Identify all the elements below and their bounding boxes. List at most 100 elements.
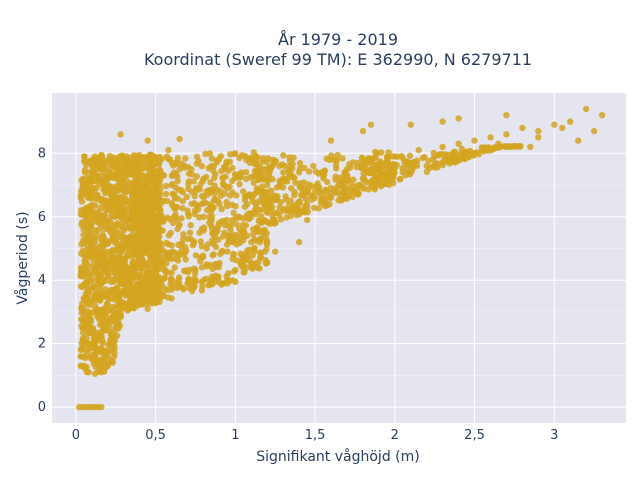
data-point xyxy=(122,287,130,294)
data-point xyxy=(276,162,283,170)
data-point xyxy=(165,146,172,154)
data-point xyxy=(77,362,84,370)
data-point xyxy=(171,264,178,271)
data-point xyxy=(439,143,446,151)
data-point xyxy=(85,204,92,211)
data-point xyxy=(79,324,86,331)
data-point xyxy=(339,155,346,162)
x-tick-label: 2 xyxy=(391,428,399,443)
data-point xyxy=(292,179,299,186)
data-point xyxy=(527,143,534,151)
data-point xyxy=(96,264,104,271)
data-point xyxy=(144,262,152,270)
data-point xyxy=(77,271,85,279)
data-point xyxy=(149,175,156,182)
data-point xyxy=(461,155,469,162)
data-point xyxy=(105,341,112,348)
data-point xyxy=(183,193,190,201)
data-point xyxy=(165,254,172,261)
data-point xyxy=(95,334,102,341)
data-point xyxy=(236,235,243,242)
data-point xyxy=(361,163,369,171)
data-point xyxy=(175,241,182,249)
data-point xyxy=(115,154,123,161)
data-point xyxy=(229,164,236,172)
data-point xyxy=(222,163,229,170)
data-point xyxy=(343,166,351,173)
data-point xyxy=(120,280,127,287)
data-point xyxy=(130,251,137,259)
data-point xyxy=(351,188,359,195)
data-point xyxy=(174,173,181,180)
data-point xyxy=(163,239,170,246)
data-point xyxy=(168,286,175,293)
y-tick-label: 8 xyxy=(38,146,46,161)
data-point xyxy=(286,154,293,161)
data-point xyxy=(248,238,255,246)
data-point xyxy=(187,235,194,243)
data-point xyxy=(263,235,270,242)
data-point xyxy=(313,183,320,190)
data-point xyxy=(99,231,107,239)
data-point xyxy=(94,163,101,170)
data-point xyxy=(248,213,255,220)
data-point xyxy=(87,275,94,282)
data-point xyxy=(139,154,147,162)
data-point xyxy=(216,200,223,208)
data-point xyxy=(241,193,249,200)
data-point xyxy=(84,269,92,277)
data-point xyxy=(92,346,100,354)
data-point xyxy=(285,168,293,176)
data-point xyxy=(79,247,87,254)
data-point xyxy=(425,157,432,165)
data-point xyxy=(152,191,160,199)
data-point xyxy=(431,153,438,160)
data-point xyxy=(103,176,111,183)
data-point xyxy=(87,175,94,182)
data-point xyxy=(236,225,243,232)
data-point xyxy=(268,194,276,201)
data-point xyxy=(101,356,108,364)
data-point xyxy=(185,213,192,220)
data-point xyxy=(179,235,187,243)
data-point xyxy=(289,160,296,168)
data-point xyxy=(575,137,582,144)
data-point xyxy=(176,251,183,258)
data-point xyxy=(379,161,386,168)
data-point xyxy=(228,221,235,228)
data-point xyxy=(503,112,510,119)
data-point xyxy=(399,169,406,176)
data-point xyxy=(115,322,122,330)
data-point xyxy=(155,161,163,168)
data-point xyxy=(96,195,103,203)
data-point xyxy=(303,204,311,211)
data-point xyxy=(218,205,225,213)
data-point xyxy=(263,258,271,266)
data-point xyxy=(471,137,478,144)
data-point xyxy=(337,174,344,181)
data-point xyxy=(103,263,110,270)
data-point xyxy=(236,154,243,162)
data-point xyxy=(182,155,189,162)
data-point xyxy=(295,207,302,214)
data-point xyxy=(535,127,542,135)
data-point xyxy=(315,205,322,212)
data-point xyxy=(162,190,170,198)
data-point xyxy=(114,284,121,291)
data-point xyxy=(193,173,200,180)
data-point xyxy=(133,237,140,244)
data-point xyxy=(590,127,598,135)
data-point xyxy=(161,274,168,281)
data-point xyxy=(228,201,236,208)
data-point xyxy=(162,182,170,190)
data-point xyxy=(311,188,319,195)
data-point xyxy=(369,170,377,177)
data-point xyxy=(324,178,331,186)
data-point xyxy=(248,261,255,268)
data-point xyxy=(182,244,189,251)
data-point xyxy=(264,219,272,226)
data-point xyxy=(182,267,189,274)
data-point xyxy=(455,115,462,122)
data-point xyxy=(104,362,112,370)
data-point xyxy=(109,248,116,256)
